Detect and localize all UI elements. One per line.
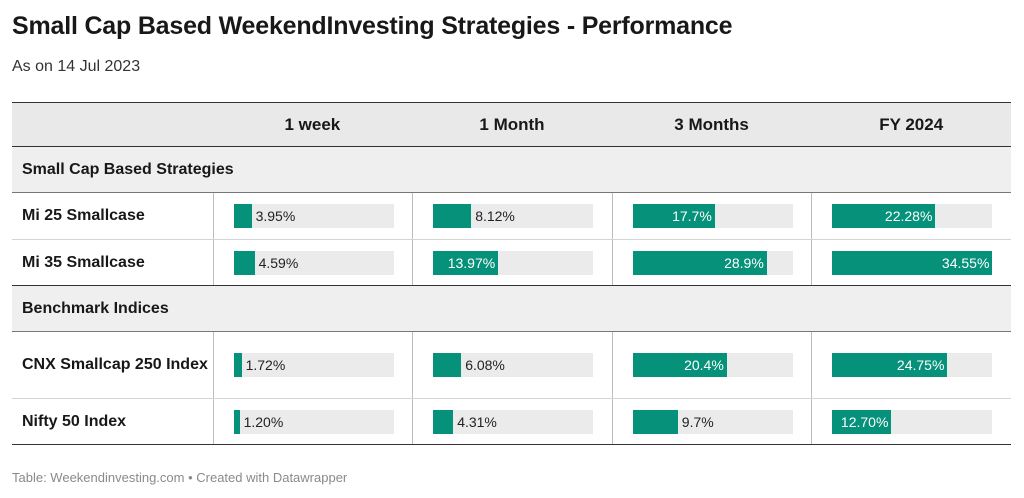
cell-fy-2024: 34.55%: [811, 240, 1011, 285]
column-header-1-month[interactable]: 1 Month: [479, 114, 545, 134]
bar: [433, 250, 499, 275]
cell-3-months: 28.9%: [611, 240, 812, 285]
table-row: Mi 25 Smallcase 3.95% 8.12% 17.7% 22.28%: [12, 193, 1011, 240]
bar: [233, 409, 240, 434]
cell-3-months: 20.4%: [611, 332, 812, 398]
bar: [433, 204, 472, 228]
row-label: Mi 35 Smallcase: [22, 253, 145, 271]
bar-track: 22.28%: [832, 204, 993, 228]
chart-title: Small Cap Based WeekendInvesting Strateg…: [12, 12, 733, 40]
table-header-row: 1 week 1 Month 3 Months FY 2024: [12, 103, 1011, 147]
row-label: Mi 25 Smallcase: [22, 207, 145, 224]
bar-track: 4.31%: [433, 409, 594, 434]
bar: [632, 409, 678, 434]
bar: [433, 353, 462, 377]
group-row-small-cap: Small Cap Based Strategies: [12, 147, 1011, 193]
bar-track: 8.12%: [433, 204, 594, 228]
bar-track: 9.7%: [632, 409, 793, 434]
value-label: 1.20%: [243, 413, 284, 430]
bar-track: 4.59%: [233, 250, 394, 275]
cell-1-week: 4.59%: [212, 240, 413, 285]
row-label: CNX Smallcap 250 Index: [22, 356, 208, 373]
bar-track: 20.4%: [632, 353, 793, 377]
value-label: 3.95%: [255, 208, 296, 224]
bar: [233, 204, 252, 228]
value-label: 22.28%: [884, 208, 933, 224]
value-label: 34.55%: [941, 254, 990, 271]
bar-track: 13.97%: [433, 250, 594, 275]
table-row: Mi 35 Smallcase 4.59% 13.97% 28.9% 34.55%: [12, 240, 1011, 286]
bar: [832, 250, 993, 275]
bar: [632, 250, 767, 275]
chart-subtitle: As on 14 Jul 2023: [12, 58, 141, 75]
group-label: Small Cap Based Strategies: [22, 160, 234, 178]
cell-1-week: 1.72%: [212, 332, 413, 398]
cell-1-month: 13.97%: [412, 240, 612, 285]
row-label: Nifty 50 Index: [22, 412, 127, 430]
bar-track: 28.9%: [632, 250, 793, 275]
bar-track: 1.72%: [233, 353, 394, 377]
performance-table: 1 week 1 Month 3 Months FY 2024 Small Ca…: [12, 102, 1011, 445]
bar: [233, 250, 255, 275]
column-header-3-months[interactable]: 3 Months: [674, 114, 749, 134]
value-label: 1.72%: [245, 357, 286, 373]
cell-1-month: 6.08%: [412, 332, 612, 398]
cell-1-week: 3.95%: [212, 193, 413, 239]
cell-1-week: 1.20%: [212, 399, 413, 444]
value-label: 9.7%: [681, 413, 714, 430]
value-label: 13.97%: [447, 254, 496, 271]
group-label: Benchmark Indices: [22, 299, 169, 317]
cell-fy-2024: 12.70%: [811, 399, 1011, 444]
bar-track: 17.7%: [632, 204, 793, 228]
chart-footer: Table: Weekendinvesting.com • Created wi…: [12, 470, 348, 485]
value-label: 6.08%: [465, 357, 505, 373]
table-row: Nifty 50 Index 1.20% 4.31% 9.7% 12.70%: [12, 399, 1011, 445]
cell-fy-2024: 22.28%: [811, 193, 1011, 239]
bar-track: 12.70%: [832, 409, 993, 434]
table-row: CNX Smallcap 250 Index 1.72% 6.08% 20.4% 24.…: [12, 332, 1011, 399]
value-label: 4.59%: [258, 254, 299, 271]
cell-3-months: 9.7%: [611, 399, 812, 444]
cell-3-months: 17.7%: [611, 193, 812, 239]
value-label: 8.12%: [475, 208, 515, 224]
bar-track: 3.95%: [233, 204, 394, 228]
cell-fy-2024: 24.75%: [811, 332, 1011, 398]
value-label: 17.7%: [672, 208, 712, 224]
bar-track: 34.55%: [832, 250, 993, 275]
cell-1-month: 4.31%: [412, 399, 612, 444]
bar: [832, 353, 948, 377]
value-label: 20.4%: [684, 357, 724, 373]
bar-track: 6.08%: [433, 353, 594, 377]
bar: [632, 353, 727, 377]
bar: [433, 409, 454, 434]
bar: [233, 353, 242, 377]
bar: [832, 409, 892, 434]
value-label: 28.9%: [724, 254, 764, 271]
cell-1-month: 8.12%: [412, 193, 612, 239]
value-label: 24.75%: [896, 357, 945, 373]
value-label: 4.31%: [457, 413, 497, 430]
column-header-fy-2024[interactable]: FY 2024: [879, 114, 944, 134]
group-row-benchmark: Benchmark Indices: [12, 286, 1011, 332]
value-label: 12.70%: [840, 413, 889, 430]
bar-track: 1.20%: [233, 409, 394, 434]
bar-track: 24.75%: [832, 353, 993, 377]
bar: [632, 204, 715, 228]
bar: [832, 204, 936, 228]
column-header-1-week[interactable]: 1 week: [284, 114, 341, 134]
